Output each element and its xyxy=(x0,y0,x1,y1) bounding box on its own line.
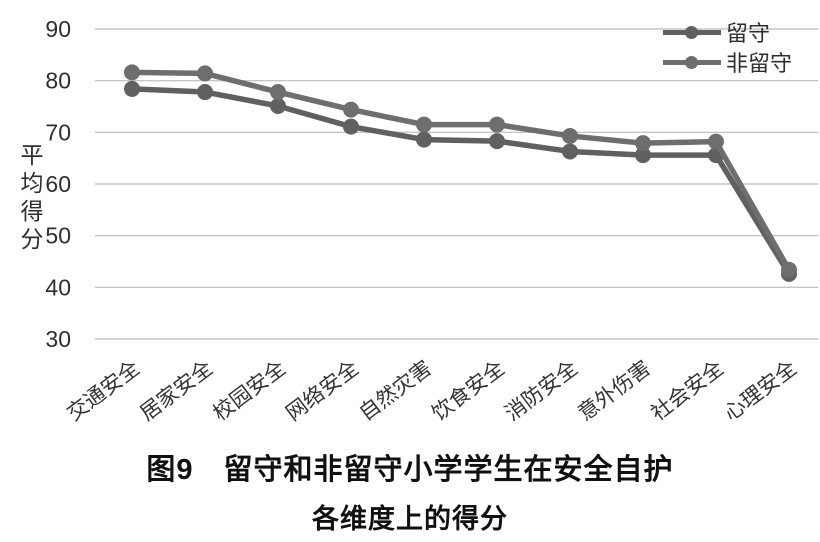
series-0-marker xyxy=(343,118,359,135)
y-tick-label: 80 xyxy=(45,68,71,94)
x-category-label: 饮食安全 xyxy=(428,357,509,426)
legend-label-feiliushou: 非留守 xyxy=(726,51,793,76)
x-category-label: 校园安全 xyxy=(209,357,290,426)
y-tick-label: 90 xyxy=(45,16,71,42)
x-category-label: 意外伤害 xyxy=(574,357,655,426)
x-category-label: 消防安全 xyxy=(501,357,582,426)
series-line-0 xyxy=(131,86,792,276)
y-tick-label: 50 xyxy=(45,223,71,249)
series-line-1 xyxy=(131,69,792,272)
series-0-marker xyxy=(489,133,505,150)
series-1-marker xyxy=(708,133,724,150)
x-category-label: 网络安全 xyxy=(282,357,363,426)
x-category-label: 社会安全 xyxy=(647,357,728,426)
x-category-label: 交通安全 xyxy=(63,357,144,426)
x-category-label: 居家安全 xyxy=(136,357,217,426)
figure-caption-line1: 图9 留守和非留守小学学生在安全自护 xyxy=(146,454,674,486)
series-1-marker xyxy=(197,65,213,82)
legend-label-liushou: 留守 xyxy=(726,21,771,46)
series-1-marker xyxy=(781,261,797,278)
legend-line-dot-icon xyxy=(663,55,721,69)
x-category-label: 心理安全 xyxy=(720,357,801,426)
y-axis-title: 平均得分 xyxy=(17,143,43,255)
y-tick-label: 30 xyxy=(45,326,71,352)
legend-item-feiliushou: 非留守 xyxy=(663,50,792,76)
y-tick-label: 40 xyxy=(45,274,71,300)
figure-caption: 图9 留守和非留守小学学生在安全自护 各维度上的得分 xyxy=(0,446,820,536)
y-tick-label: 70 xyxy=(45,119,71,145)
series-0-marker xyxy=(270,97,286,114)
series-0-marker xyxy=(124,80,140,97)
series-1-marker xyxy=(124,64,140,81)
series-1-marker xyxy=(635,135,651,152)
series-0-marker xyxy=(635,147,651,164)
chart-legend: 留守 非留守 xyxy=(663,20,792,80)
series-1-marker xyxy=(489,116,505,133)
series-1-marker xyxy=(270,84,286,101)
line-chart: 30 40 50 60 70 80 90 交通安全居家安全校园安全网络安全自然灾害饮食安全消防… xyxy=(45,16,818,426)
legend-item-liushou: 留守 xyxy=(663,20,792,46)
series-1-marker xyxy=(562,127,578,144)
series-0-marker xyxy=(197,84,213,101)
x-category-label: 自然灾害 xyxy=(355,357,436,426)
series-1-marker xyxy=(343,101,359,118)
y-tick-label: 60 xyxy=(45,171,71,197)
series-0-marker xyxy=(562,143,578,160)
figure-caption-line2: 各维度上的得分 xyxy=(312,504,508,534)
series-1-marker xyxy=(416,116,432,133)
series-0-marker xyxy=(416,131,432,148)
legend-line-dot-icon xyxy=(663,25,721,39)
